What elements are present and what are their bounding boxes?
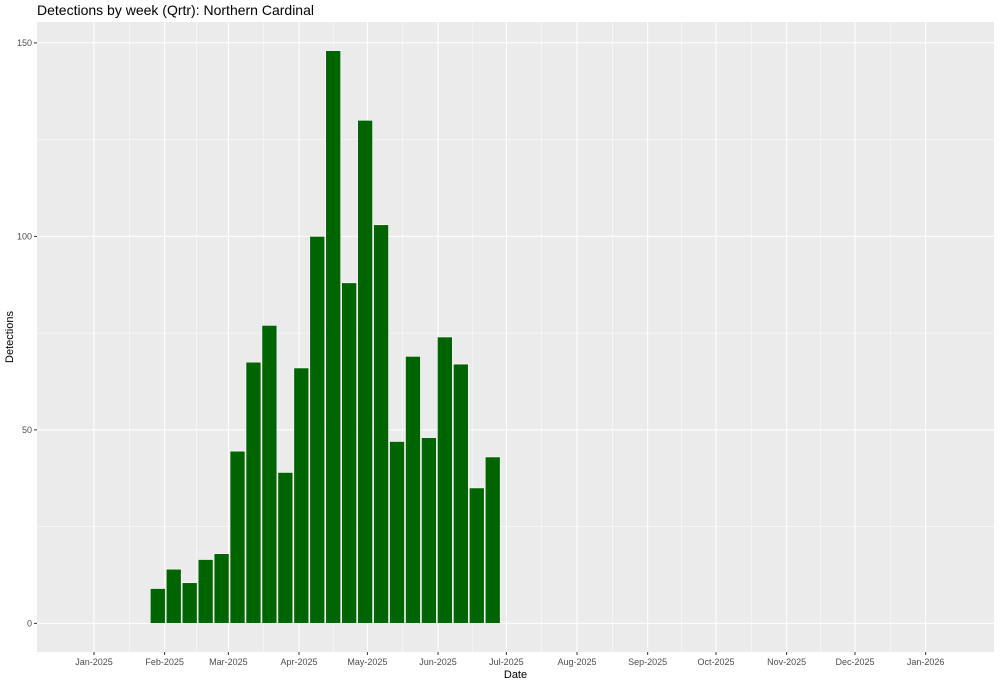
x-tick-label: Jul-2025: [489, 657, 524, 667]
x-tick-label: Dec-2025: [835, 657, 874, 667]
bar: [261, 325, 278, 624]
x-axis: Jan-2025 Feb-2025 Mar-2025 Apr-2025 May-2025…: [75, 652, 944, 667]
y-tick-label: 100: [17, 231, 32, 241]
chart-title: Detections by week (Qrtr): Northern Card…: [37, 2, 314, 18]
x-tick-label: Oct-2025: [697, 657, 734, 667]
bar: [405, 356, 421, 624]
x-axis-title: Date: [504, 669, 527, 681]
x-tick-label: Jun-2025: [419, 657, 457, 667]
bar: [245, 361, 262, 624]
bar: [325, 50, 341, 624]
y-axis: 0 50 100 150: [17, 38, 37, 628]
bar: [389, 441, 405, 624]
major-gridlines: [37, 22, 994, 652]
bar: [181, 582, 198, 624]
x-tick-label: Jan-2025: [75, 657, 113, 667]
bar: [213, 553, 230, 624]
plot-panel: [37, 22, 994, 652]
bar: [357, 119, 373, 624]
x-tick-label: Aug-2025: [557, 657, 596, 667]
bar: [453, 363, 469, 624]
bar: [437, 336, 453, 624]
y-tick-label: 150: [17, 38, 32, 48]
bar: [309, 236, 326, 624]
bar: [373, 224, 389, 624]
x-tick-label: Apr-2025: [281, 657, 318, 667]
x-tick-label: May-2025: [347, 657, 387, 667]
bar: [149, 588, 166, 624]
y-tick-label: 50: [22, 425, 32, 435]
bar: [229, 450, 246, 624]
x-tick-label: Mar-2025: [209, 657, 248, 667]
y-axis-title: Detections: [4, 311, 16, 363]
y-tick-label: 0: [27, 618, 32, 628]
minor-gridlines: [37, 22, 994, 652]
x-tick-label: Sep-2025: [628, 657, 667, 667]
bar: [293, 367, 310, 624]
x-tick-label: Nov-2025: [767, 657, 806, 667]
x-tick-label: Jan-2026: [907, 657, 945, 667]
bar: [484, 456, 501, 624]
bar: [197, 559, 214, 624]
bar: [468, 487, 485, 624]
bar: [277, 472, 294, 624]
bar: [165, 568, 182, 624]
x-tick-label: Feb-2025: [145, 657, 184, 667]
bar: [341, 282, 357, 624]
bar: [421, 437, 437, 624]
bars: [149, 50, 501, 624]
